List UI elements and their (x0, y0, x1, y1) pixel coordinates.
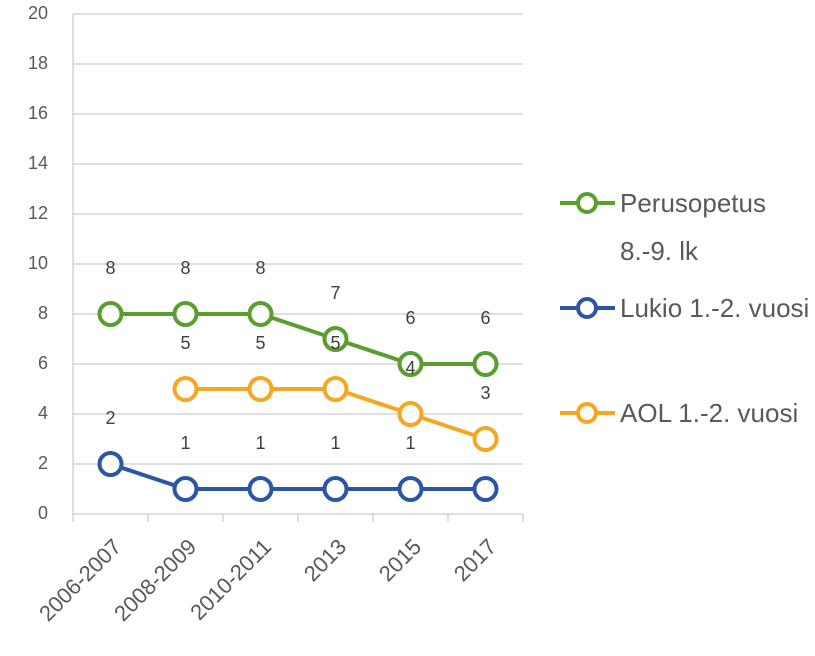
point (247, 476, 274, 502)
legend-entry: Perusopetus 8.-9. lk (620, 188, 766, 266)
y-tick-label: 6 (38, 353, 48, 373)
y-tick-label: 8 (38, 303, 48, 323)
y-tick-label: 0 (38, 503, 48, 523)
data-label: 6 (480, 308, 490, 328)
data-label: 7 (330, 283, 340, 303)
y-tick-label: 20 (28, 3, 48, 23)
data-label: 6 (405, 308, 415, 328)
point (472, 476, 499, 502)
point (397, 351, 424, 377)
data-label: 1 (405, 433, 415, 453)
point (172, 301, 199, 327)
x-tick-label: 2008-2009 (109, 534, 201, 626)
legend-marker (576, 402, 598, 424)
x-tick-label: 2013 (299, 534, 351, 586)
x-tick-label: 2017 (449, 534, 501, 586)
data-label: 4 (405, 358, 415, 378)
series-line (110, 312, 486, 366)
data-label: 1 (180, 433, 190, 453)
point (472, 351, 499, 377)
data-label: 8 (180, 258, 190, 278)
point (247, 301, 274, 327)
series-line (109, 462, 486, 491)
point (172, 476, 199, 502)
legend-entry: AOL 1.-2. vuosi (620, 398, 799, 428)
y-tick-label: 10 (28, 253, 48, 273)
data-label: 5 (330, 333, 340, 353)
data-label: 8 (105, 258, 115, 278)
data-label: 8 (255, 258, 265, 278)
point (322, 376, 349, 402)
data-label: 5 (180, 333, 190, 353)
x-tick-label: 2010-2011 (185, 534, 276, 625)
y-tick-label: 2 (38, 453, 48, 473)
data-label: 1 (330, 433, 340, 453)
data-label: 1 (255, 433, 265, 453)
point (397, 476, 424, 502)
y-tick-label: 16 (28, 103, 48, 123)
point (322, 326, 349, 352)
x-tick-label: 2015 (374, 534, 426, 586)
point (472, 426, 499, 452)
point (322, 476, 349, 502)
y-tick-label: 18 (28, 53, 48, 73)
data-label: 2 (105, 408, 115, 428)
y-tick-label: 14 (28, 153, 48, 173)
data-label: 3 (480, 383, 490, 403)
point (397, 401, 424, 427)
point (247, 376, 274, 402)
point (97, 301, 124, 327)
data-label: 5 (255, 333, 265, 353)
legend-marker (576, 192, 598, 214)
y-tick-label: 4 (38, 403, 48, 423)
y-tick-label: 12 (28, 203, 48, 223)
point (97, 451, 124, 477)
legend-entry: Lukio 1.-2. vuosi (620, 293, 810, 323)
point (172, 376, 199, 402)
legend-marker (576, 297, 598, 319)
